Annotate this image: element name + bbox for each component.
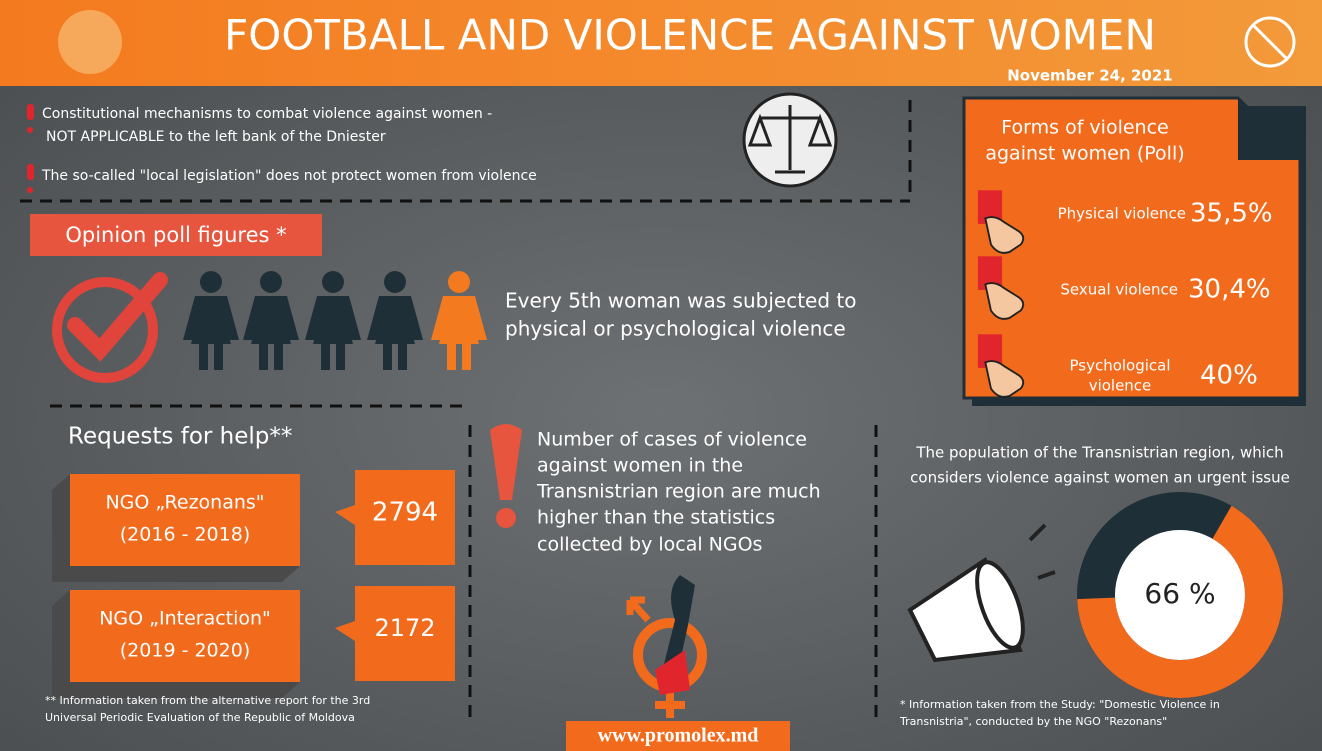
request-box [70, 474, 300, 566]
date: November 24, 2021 [1007, 67, 1173, 85]
cases-text: Number of cases of violence [537, 429, 807, 451]
poll-heading: Opinion poll figures * [65, 223, 286, 247]
note-line: NOT APPLICABLE to the left bank of the D… [46, 129, 386, 145]
cases-text: collected by local NGOs [537, 534, 762, 556]
form-value: 35,5% [1190, 199, 1273, 229]
cases-text: higher than the statistics [537, 507, 775, 529]
form-label: violence [1089, 377, 1152, 395]
cases-text: Transnistrian region are much [536, 481, 821, 503]
alert-icon [27, 187, 33, 193]
donut-label: 66 % [1144, 577, 1215, 610]
request-period: (2016 - 2018) [120, 524, 250, 546]
request-count: 2172 [374, 614, 435, 642]
request-count: 2794 [372, 498, 438, 528]
poll-statement: physical or psychological violence [505, 317, 846, 341]
forms-title: Forms of violence [1001, 117, 1168, 139]
poll-statement: Every 5th woman was subjected to [505, 289, 856, 313]
note-line: Constitutional mechanisms to combat viol… [42, 106, 492, 122]
population-text: The population of the Transnistrian regi… [915, 444, 1283, 462]
alert-icon [27, 127, 33, 133]
request-name: NGO „Rezonans" [105, 492, 264, 514]
alert-icon [27, 164, 34, 180]
requests-heading: Requests for help** [68, 424, 292, 450]
form-value: 40% [1200, 361, 1258, 391]
population-text: considers violence against women an urge… [910, 469, 1290, 487]
request-period: (2019 - 2020) [120, 640, 250, 662]
alert-icon [27, 104, 34, 120]
scales-icon [744, 94, 836, 186]
forms-card: Forms of violence against women (Poll) P… [964, 98, 1306, 406]
request-box [70, 590, 300, 682]
page: {"header": {"title": "FOOTBALL AND VIOLE… [0, 0, 1322, 751]
footnote: ** Information taken from the alternativ… [45, 694, 370, 707]
request-name: NGO „Interaction" [99, 608, 271, 630]
football-icon [58, 10, 122, 74]
form-label: Physical violence [1058, 205, 1186, 223]
note-line: The so-called "local legislation" does n… [41, 168, 537, 184]
form-label: Sexual violence [1060, 281, 1178, 299]
forms-title: against women (Poll) [985, 143, 1184, 165]
footnote: Transnistria", conducted by the NGO "Rez… [899, 715, 1167, 728]
title: FOOTBALL AND VIOLENCE AGAINST WOMEN [224, 11, 1156, 60]
cases-text: against women in the [537, 455, 743, 477]
footnote: Universal Periodic Evaluation of the Rep… [45, 711, 355, 724]
website: www.promolex.md [598, 725, 759, 747]
form-value: 30,4% [1188, 275, 1271, 305]
form-label: Psychological [1069, 357, 1170, 375]
footnote: * Information taken from the Study: "Dom… [900, 698, 1220, 711]
infographic: FOOTBALL AND VIOLENCE AGAINST WOMEN Nove… [0, 0, 1322, 751]
